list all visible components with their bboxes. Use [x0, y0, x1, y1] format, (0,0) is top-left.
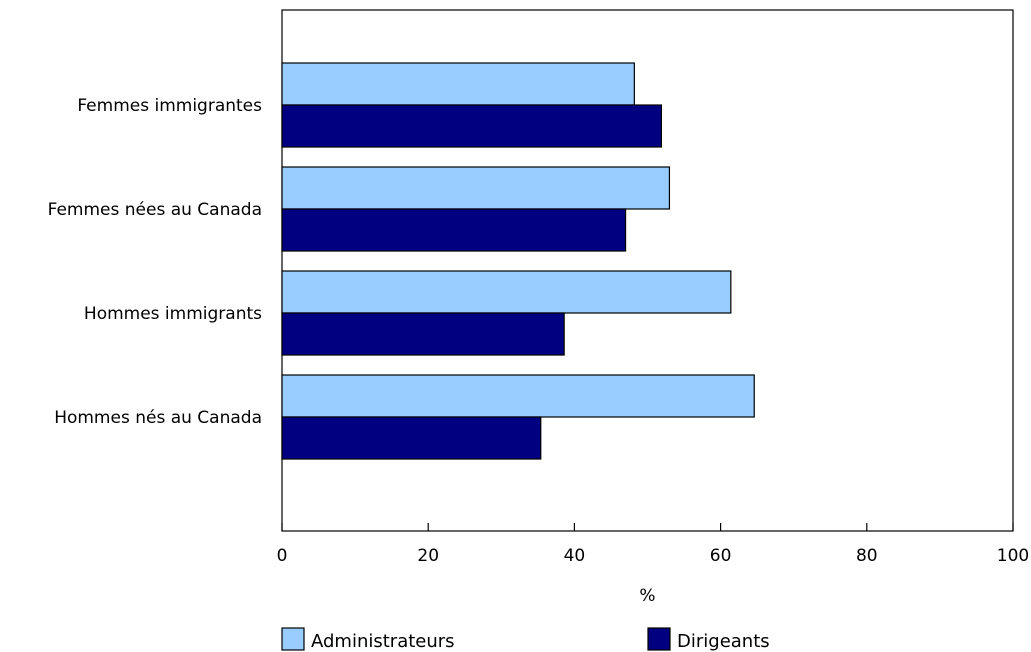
category-label: Hommes nés au Canada	[54, 408, 262, 428]
x-axis: 0 20 40 60 80 100	[277, 523, 1029, 566]
x-tick-label: 20	[417, 546, 439, 566]
category-label: Femmes nées au Canada	[48, 200, 262, 220]
x-axis-title: %	[639, 586, 655, 606]
bar-dirigeants-3	[281, 416, 542, 460]
x-tick-label: 60	[710, 546, 732, 566]
bar-dirigeants-2	[281, 312, 565, 356]
legend-label: Administrateurs	[311, 631, 455, 652]
bar-dirigeants-1	[281, 208, 627, 252]
bar-administrateurs-2	[281, 270, 732, 314]
legend: Administrateurs Dirigeants	[281, 627, 770, 652]
category-label: Femmes immigrantes	[77, 96, 262, 116]
x-tick-label: 80	[856, 546, 878, 566]
bar-administrateurs-1	[281, 166, 671, 210]
legend-swatch	[647, 627, 671, 651]
bar-dirigeants-0	[281, 104, 662, 148]
bar-administrateurs-3	[281, 374, 755, 418]
legend-swatch	[281, 627, 305, 651]
bar-administrateurs-0	[281, 62, 635, 106]
category-labels: Femmes immigrantes Femmes nées au Canada H…	[48, 96, 263, 428]
legend-label: Dirigeants	[677, 631, 770, 652]
x-tick-label: 100	[997, 546, 1029, 566]
bars-group	[281, 62, 755, 460]
x-tick-label: 40	[564, 546, 586, 566]
x-tick-label: 0	[277, 546, 288, 566]
category-label: Hommes immigrants	[84, 304, 262, 324]
